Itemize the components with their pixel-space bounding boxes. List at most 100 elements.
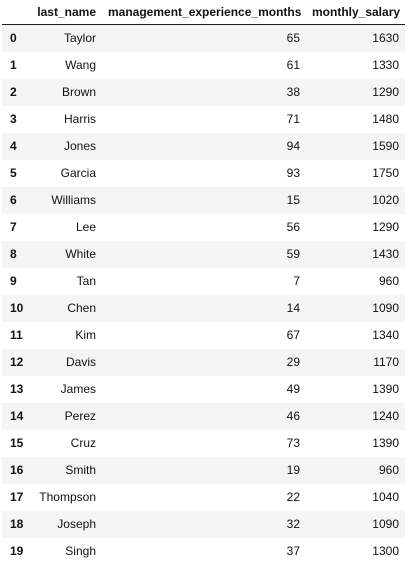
- cell-last-name: Brown: [61, 85, 96, 99]
- cell-monthly-salary: 1290: [372, 220, 399, 234]
- cell-last-name: Singh: [65, 544, 96, 558]
- row-index: 7: [10, 220, 17, 234]
- table-row: 7 Lee 56 1290: [2, 214, 405, 241]
- header-monthly-salary: monthly_salary: [306, 0, 405, 25]
- header-index: [2, 0, 30, 25]
- table-header: last_name management_experience_months m…: [2, 0, 405, 25]
- cell-monthly-salary: 1340: [372, 328, 399, 342]
- table-row: 18 Joseph 32 1090: [2, 511, 405, 538]
- cell-last-name: White: [65, 247, 96, 261]
- table-row: 2 Brown 38 1290: [2, 79, 405, 106]
- table-row: 14 Perez 46 1240: [2, 403, 405, 430]
- cell-monthly-salary: 1630: [372, 31, 399, 45]
- cell-monthly-salary: 1170: [373, 355, 399, 369]
- cell-last-name: Taylor: [63, 31, 96, 45]
- header-last-name: last_name: [30, 0, 102, 25]
- row-index: 8: [10, 247, 17, 261]
- row-index: 6: [10, 193, 17, 207]
- table-row: 4 Jones 94 1590: [2, 133, 405, 160]
- cell-monthly-salary: 1090: [372, 517, 399, 531]
- header-management-experience-months: management_experience_months: [102, 0, 306, 25]
- table-row: 5 Garcia 93 1750: [2, 160, 405, 187]
- cell-last-name: Kim: [75, 328, 96, 342]
- header-row: last_name management_experience_months m…: [2, 0, 405, 25]
- cell-last-name: Perez: [64, 409, 96, 423]
- table-row: 12 Davis 29 1170: [2, 349, 405, 376]
- cell-last-name: Harris: [64, 112, 96, 126]
- table-row: 11 Kim 67 1340: [2, 322, 405, 349]
- table-row: 13 James 49 1390: [2, 376, 405, 403]
- cell-last-name: Williams: [51, 193, 96, 207]
- cell-monthly-salary: 1300: [372, 544, 399, 558]
- cell-last-name: Thompson: [39, 490, 96, 504]
- row-index: 11: [10, 328, 23, 342]
- cell-management-experience-months: 22: [286, 490, 300, 504]
- cell-management-experience-months: 67: [286, 328, 300, 342]
- table-row: 1 Wang 61 1330: [2, 52, 405, 79]
- cell-management-experience-months: 7: [293, 274, 300, 288]
- row-index: 3: [10, 112, 17, 126]
- cell-monthly-salary: 960: [378, 463, 399, 477]
- cell-management-experience-months: 19: [286, 463, 300, 477]
- table-row: 6 Williams 15 1020: [2, 187, 405, 214]
- cell-management-experience-months: 29: [286, 355, 300, 369]
- cell-management-experience-months: 61: [286, 58, 300, 72]
- cell-monthly-salary: 1390: [372, 382, 399, 396]
- cell-management-experience-months: 94: [286, 139, 300, 153]
- cell-monthly-salary: 1040: [372, 490, 399, 504]
- cell-monthly-salary: 1590: [372, 139, 399, 153]
- cell-management-experience-months: 15: [286, 193, 300, 207]
- cell-management-experience-months: 93: [286, 166, 300, 180]
- cell-monthly-salary: 1750: [372, 166, 399, 180]
- cell-monthly-salary: 1330: [372, 58, 399, 72]
- row-index: 18: [10, 517, 24, 531]
- row-index: 13: [10, 382, 24, 396]
- cell-monthly-salary: 960: [378, 274, 399, 288]
- cell-last-name: Lee: [75, 220, 96, 234]
- cell-monthly-salary: 1020: [372, 193, 399, 207]
- table-row: 17 Thompson 22 1040: [2, 484, 405, 511]
- cell-monthly-salary: 1390: [372, 436, 399, 450]
- cell-management-experience-months: 46: [286, 409, 300, 423]
- cell-monthly-salary: 1290: [372, 85, 399, 99]
- cell-management-experience-months: 65: [286, 31, 300, 45]
- cell-last-name: Cruz: [70, 436, 96, 450]
- cell-management-experience-months: 71: [286, 112, 300, 126]
- cell-monthly-salary: 1430: [372, 247, 399, 261]
- row-index: 14: [10, 409, 24, 423]
- cell-management-experience-months: 32: [286, 517, 300, 531]
- table-row: 3 Harris 71 1480: [2, 106, 405, 133]
- cell-management-experience-months: 38: [286, 85, 300, 99]
- table-body: 0 Taylor 65 1630 1 Wang 61 1330 2 Brown 38 1290 3 Har…: [2, 24, 405, 565]
- cell-monthly-salary: 1090: [372, 301, 399, 315]
- table-row: 9 Tan 7 960: [2, 268, 405, 295]
- cell-last-name: Chen: [67, 301, 96, 315]
- cell-management-experience-months: 49: [286, 382, 300, 396]
- row-index: 10: [10, 301, 24, 315]
- row-index: 19: [10, 544, 24, 558]
- cell-management-experience-months: 14: [286, 301, 300, 315]
- cell-last-name: Tan: [76, 274, 96, 288]
- cell-management-experience-months: 59: [286, 247, 300, 261]
- cell-last-name: Smith: [65, 463, 96, 477]
- cell-management-experience-months: 37: [286, 544, 300, 558]
- cell-last-name: Joseph: [57, 517, 96, 531]
- cell-last-name: James: [60, 382, 96, 396]
- row-index: 4: [10, 139, 17, 153]
- row-index: 9: [10, 274, 17, 288]
- cell-management-experience-months: 56: [286, 220, 300, 234]
- table-row: 19 Singh 37 1300: [2, 538, 405, 565]
- row-index: 16: [10, 463, 24, 477]
- cell-monthly-salary: 1480: [372, 112, 399, 126]
- cell-last-name: Jones: [63, 139, 96, 153]
- row-index: 17: [10, 490, 24, 504]
- row-index: 12: [10, 355, 24, 369]
- table-row: 0 Taylor 65 1630: [2, 24, 405, 52]
- cell-last-name: Wang: [65, 58, 96, 72]
- cell-last-name: Garcia: [60, 166, 96, 180]
- table-row: 15 Cruz 73 1390: [2, 430, 405, 457]
- table-row: 8 White 59 1430: [2, 241, 405, 268]
- row-index: 0: [10, 31, 17, 45]
